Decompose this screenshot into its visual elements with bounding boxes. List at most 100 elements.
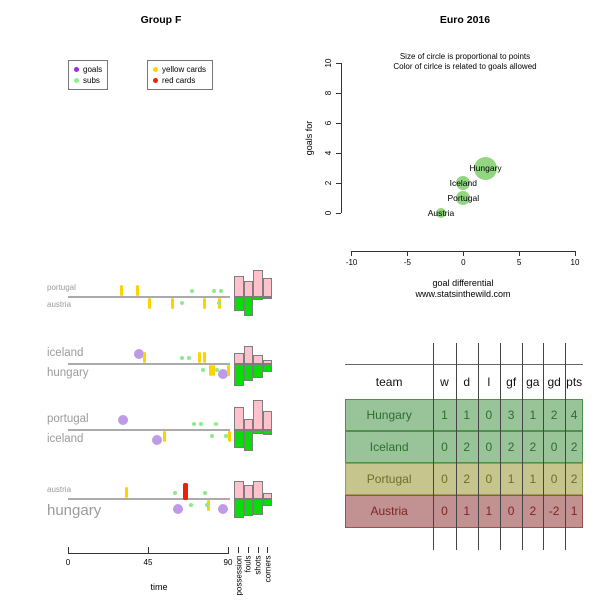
goal-marker — [217, 369, 228, 379]
time-axis-tick-label: 45 — [143, 558, 153, 567]
table-top-line — [345, 364, 584, 365]
sub-marker — [192, 422, 197, 426]
stat-bar-home — [262, 493, 273, 499]
stat-bar-away — [243, 297, 254, 316]
sub-marker — [215, 368, 220, 372]
stat-bar-away — [243, 430, 254, 451]
legend-goals-subs: goals subs — [68, 60, 108, 90]
x-axis-tick — [518, 251, 520, 256]
stat-axis-tick — [257, 547, 259, 553]
stat-bar-home — [253, 355, 263, 364]
table-cell: 0 — [441, 439, 448, 454]
sub-marker — [210, 434, 214, 438]
goal-marker — [151, 435, 162, 445]
table-cell: Portugal — [366, 472, 412, 487]
stat-bar-home — [243, 485, 254, 499]
time-axis-tick — [147, 547, 149, 553]
stat-bar-home — [253, 400, 263, 430]
team-label-home: portugal — [47, 412, 89, 425]
yellow-card-marker — [125, 487, 129, 498]
stat-axis-tick — [267, 547, 269, 553]
table-cell: 1 — [507, 472, 515, 487]
red-card-dot-icon — [153, 78, 158, 83]
sub-marker — [213, 422, 218, 426]
scatter-point-label: Iceland — [449, 178, 477, 188]
time-axis-tick-label: 0 — [65, 558, 71, 567]
table-cell: 2 — [550, 407, 558, 422]
table-cell: 0 — [507, 504, 515, 519]
stat-bar-away — [253, 297, 263, 300]
goal-dot-icon — [74, 67, 79, 72]
sub-marker — [211, 289, 216, 293]
yellow-card-marker — [171, 298, 175, 309]
table-cell: 2 — [463, 439, 471, 454]
table-cell: 0 — [550, 472, 558, 487]
yellow-card-marker — [203, 352, 207, 363]
table-column-line — [522, 343, 524, 550]
table-cell: 0 — [441, 472, 448, 487]
table-header-cell: l — [487, 375, 491, 389]
x-axis-tick — [406, 251, 408, 256]
table-column-line — [565, 343, 566, 550]
sub-marker — [179, 301, 184, 305]
team-label-away: hungary — [47, 367, 89, 379]
yellow-card-marker — [208, 365, 212, 376]
stat-bar-away — [234, 364, 244, 386]
team-label-away: iceland — [47, 433, 84, 445]
stat-bar-home — [234, 353, 244, 364]
table-cell: 2 — [529, 439, 537, 454]
goal-marker — [217, 504, 228, 514]
scatter-point — [474, 156, 498, 180]
table-header-cell: gd — [547, 375, 561, 389]
match-timeline-line — [68, 363, 230, 365]
table-header-cell: gf — [506, 375, 517, 389]
match-timeline-line — [68, 296, 230, 298]
yellow-card-marker — [162, 431, 166, 442]
stat-bar-home — [253, 270, 263, 297]
yellow-card-dot-icon — [153, 67, 158, 72]
yellow-card-marker — [198, 352, 202, 363]
yellow-card-marker — [203, 298, 207, 309]
y-axis-tick — [336, 122, 341, 124]
stat-bar-away — [262, 297, 273, 299]
x-axis-tick-label: -5 — [403, 258, 411, 267]
table-cell: 1 — [485, 504, 493, 519]
legend-label-goals: goals — [83, 64, 103, 74]
goal-marker — [134, 349, 145, 359]
sub-marker — [199, 422, 204, 426]
time-axis-tick-label: 90 — [223, 558, 233, 567]
goal-marker — [173, 504, 184, 514]
stat-bar-away — [234, 499, 244, 518]
stat-bar-away — [262, 364, 273, 372]
table-cell: 2 — [570, 472, 578, 487]
y-axis-tick — [336, 62, 341, 64]
time-axis-tick — [227, 547, 229, 553]
time-axis-tick — [67, 547, 69, 553]
legend-item-goals: goals — [74, 64, 107, 74]
y-axis-tick — [336, 152, 341, 154]
table-cell: 0 — [485, 472, 493, 487]
stat-bar-away — [253, 499, 263, 515]
stat-axis-tick — [238, 547, 240, 553]
legend-item-red-cards: red cards — [153, 76, 212, 85]
table-cell: 2 — [529, 504, 537, 519]
table-column-line — [455, 343, 457, 550]
y-axis-tick — [336, 182, 341, 184]
table-cell: -2 — [548, 504, 560, 519]
stat-bar-home — [243, 346, 254, 364]
scatter-subtitle-line2: Color of cirlce is related to goals allo… — [393, 62, 537, 71]
match-timeline-line — [68, 429, 230, 431]
sub-marker — [202, 491, 207, 495]
team-label-away: hungary — [47, 502, 102, 519]
stat-bar-away — [262, 430, 273, 435]
x-axis-tick — [462, 251, 464, 256]
table-cell: 0 — [441, 504, 448, 519]
team-label-home: portugal — [47, 283, 76, 292]
stat-bar-home — [262, 360, 273, 364]
watermark-url: www.statsinthewild.com — [415, 289, 511, 299]
x-axis-tick-label: 0 — [461, 258, 466, 267]
euro-2016-title: Euro 2016 — [439, 14, 491, 26]
